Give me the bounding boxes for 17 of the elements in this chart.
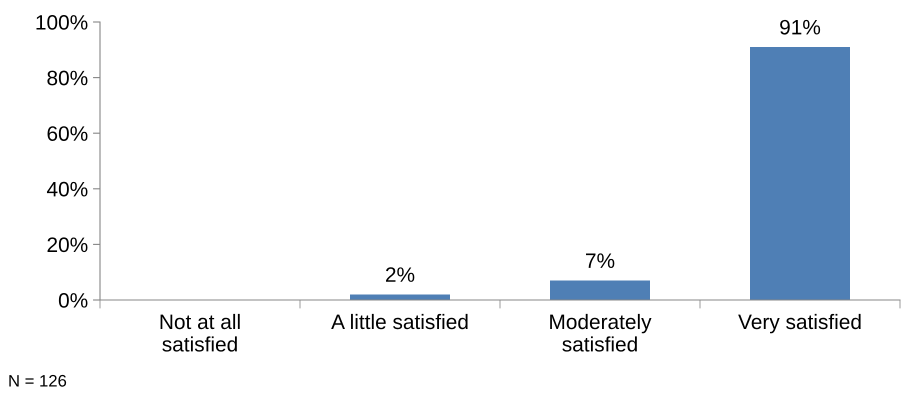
bar (750, 47, 850, 300)
text: N = 126 (9, 374, 66, 387)
data-label: 2% (386, 267, 414, 282)
data-label: 91% (780, 20, 820, 35)
y-tick-label: 0% (58, 293, 88, 308)
bar (350, 294, 450, 300)
x-tick-label: Not at all satisfied (160, 314, 240, 352)
x-tick-label: A little satisfied (331, 314, 468, 330)
y-tick-label: 40% (46, 182, 88, 197)
y-tick-label: 60% (48, 126, 88, 141)
x-tick-label: Very satisfied (738, 314, 861, 334)
y-tick-label: 80% (47, 70, 88, 86)
bar (550, 280, 650, 300)
data-label: 7% (586, 253, 614, 268)
y-tick-label: 20% (48, 237, 88, 252)
y-tick-label: 100% (36, 15, 88, 30)
x-tick-label: Moderately satisfied (550, 314, 652, 352)
